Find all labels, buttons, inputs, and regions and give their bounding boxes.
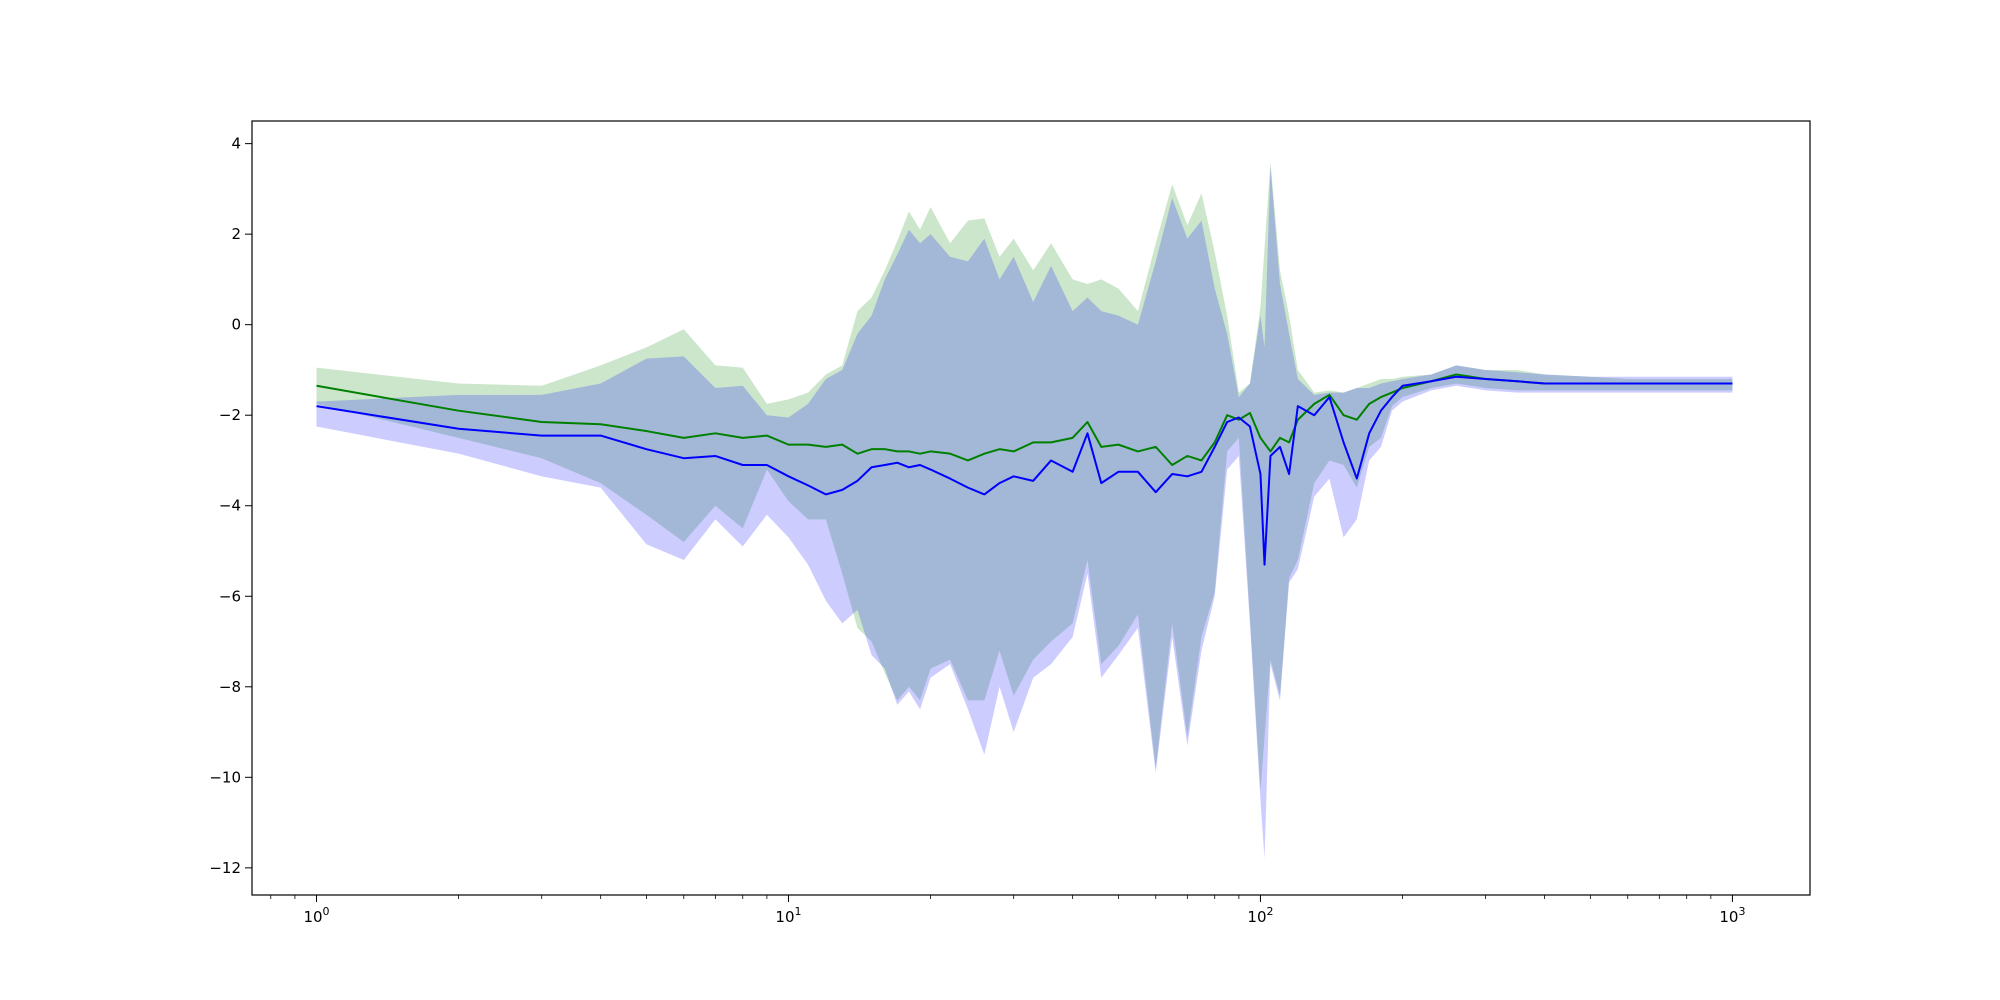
y-tick-label: 2	[231, 225, 241, 243]
series-1-band	[316, 161, 1733, 791]
series-1-line	[316, 373, 1733, 466]
y-tick-label: 0	[231, 316, 241, 334]
x-axis: 100 101 102 103	[270, 895, 1745, 926]
y-tick-label: −6	[219, 587, 241, 605]
y-tick-label: 4	[231, 135, 241, 153]
x-tick-label: 103	[1719, 905, 1745, 926]
y-tick-label: −10	[209, 768, 241, 786]
y-tick-label: −12	[209, 859, 241, 877]
plot-area-frame	[251, 120, 1811, 896]
y-tick-label: −4	[219, 497, 241, 515]
y-tick-label: −8	[219, 678, 241, 696]
x-tick-label: 102	[1247, 905, 1273, 926]
y-tick-label: −2	[219, 406, 241, 424]
x-tick-label: 100	[303, 905, 329, 926]
series-2-band	[316, 166, 1733, 859]
confidence-bands	[316, 161, 1733, 859]
series-lines	[316, 373, 1733, 566]
x-tick-label: 101	[775, 905, 801, 926]
y-axis: 4 2 0 −2 −4 −6 −8 −10 −12	[209, 135, 252, 877]
series-2-line	[316, 375, 1733, 566]
